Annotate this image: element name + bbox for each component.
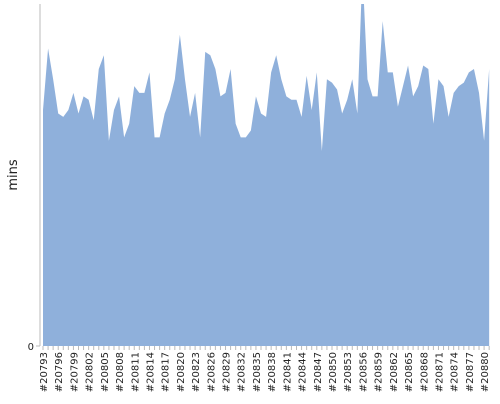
x-tick-label: #20859 [374, 352, 385, 392]
x-tick-label: #20856 [358, 352, 369, 392]
x-tick-label: #20832 [237, 352, 248, 392]
x-tick-label: #20844 [298, 352, 309, 392]
area [43, 4, 490, 346]
x-tick-label: #20817 [161, 352, 172, 392]
x-tick-label: #20877 [465, 352, 476, 392]
x-tick-label: #20805 [100, 352, 111, 392]
x-tick-label: #20793 [39, 352, 50, 392]
x-tick-label: #20835 [252, 352, 263, 392]
x-tick-label: #20823 [191, 352, 202, 392]
x-tick-label: #20874 [450, 352, 461, 392]
x-tick-label: #20868 [419, 352, 430, 392]
x-tick-label: #20829 [222, 352, 233, 392]
x-tick-label: #20802 [85, 352, 96, 392]
x-tick-label: #20880 [480, 352, 491, 392]
x-tick-label: #20814 [145, 352, 156, 392]
x-tick-label: #20811 [130, 352, 141, 392]
x-tick-label: #20796 [54, 352, 65, 392]
x-tick-label: #20850 [328, 352, 339, 392]
x-tick-label: #20853 [343, 352, 354, 392]
x-tick-label: #20865 [404, 352, 415, 392]
x-tick-label: #20862 [389, 352, 400, 392]
x-tick-label: #20847 [313, 352, 324, 392]
x-tick-label: #20826 [206, 352, 217, 392]
x-tick-label: #20808 [115, 352, 126, 392]
x-tick-label: #20841 [282, 352, 293, 392]
x-tick-label: #20838 [267, 352, 278, 392]
y-tick-label: 0 [28, 342, 34, 353]
y-axis-label: mins [6, 159, 21, 191]
x-tick-label: #20799 [69, 352, 80, 392]
x-tick-label: #20871 [434, 352, 445, 392]
x-tick-label: #20820 [176, 352, 187, 392]
